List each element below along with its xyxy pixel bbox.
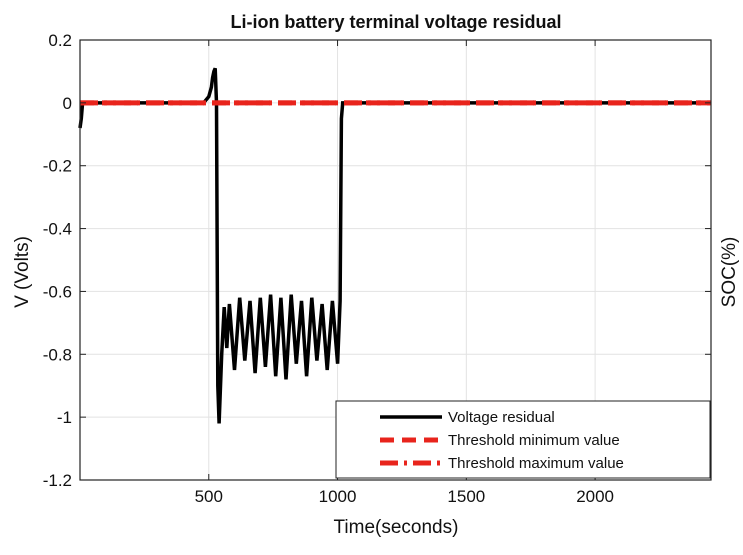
legend-label: Voltage residual: [448, 409, 555, 426]
y-axis-label: V (Volts): [12, 236, 33, 308]
x-tick-label: 1000: [319, 487, 357, 506]
series-line: [78, 67, 711, 424]
y-tick-label: -1: [57, 408, 72, 427]
y-tick-label: 0: [63, 94, 72, 113]
y-tick-label: -0.2: [43, 157, 72, 176]
y-tick-label: -0.4: [43, 220, 72, 239]
y-tick-label: -0.8: [43, 345, 72, 364]
y-axis-label-right: SOC(%): [719, 237, 740, 308]
x-axis-label: Time(seconds): [334, 517, 459, 538]
chart-title: Li-ion battery terminal voltage residual: [230, 12, 561, 32]
plot-area: [78, 67, 711, 424]
legend-box: [335, 400, 711, 479]
y-tick-label: -0.6: [43, 282, 72, 301]
y-tick-label: -1.2: [43, 471, 72, 490]
x-tick-label: 2000: [576, 487, 614, 506]
plot-frame: [79, 39, 712, 481]
y-tick-label: 0.2: [48, 31, 72, 50]
legend-label: Threshold maximum value: [448, 455, 624, 472]
x-tick-label: 500: [195, 487, 223, 506]
axes: 500 1000 1500 2000 0.2 0 -0.2 -0.4 -0.6 -0.8 -1 -1.…: [43, 31, 712, 506]
legend: Voltage residual Threshold minimum value T…: [335, 400, 711, 479]
x-tick-label: 1500: [447, 487, 485, 506]
legend-label: Threshold minimum value: [448, 432, 620, 449]
